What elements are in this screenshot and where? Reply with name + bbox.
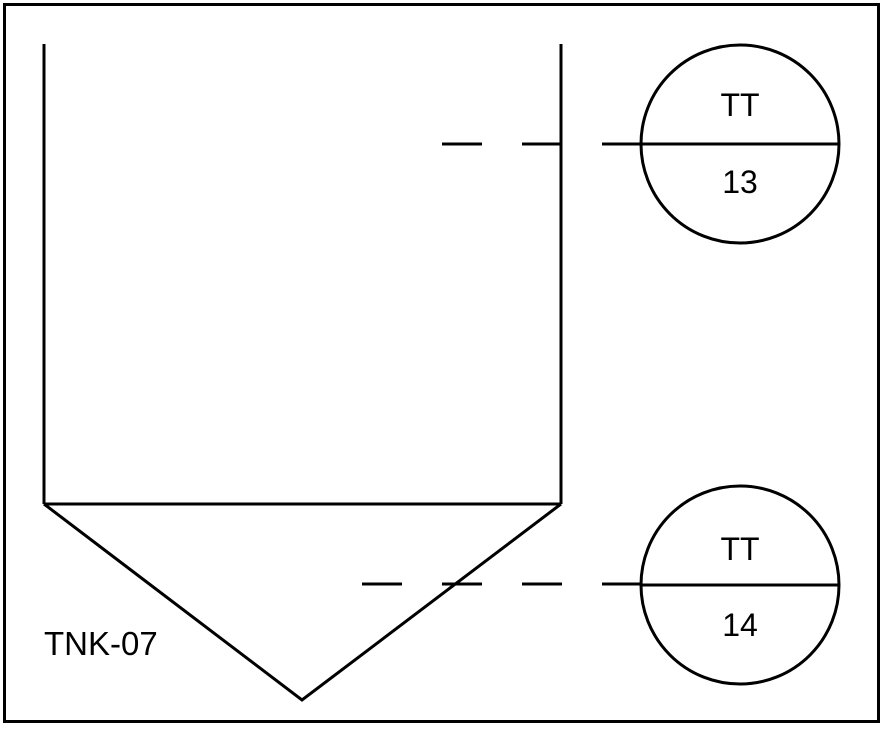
tank-vessel bbox=[42, 44, 563, 702]
instrument-function-label: TT bbox=[720, 531, 759, 567]
tank-cone-bottom bbox=[43, 502, 562, 702]
drawing-frame bbox=[3, 3, 880, 723]
instrument-number-label: 14 bbox=[722, 607, 758, 643]
tank-tag-label: TNK-07 bbox=[44, 625, 158, 662]
instrument-bubble-tt-14[interactable]: TT 14 bbox=[639, 484, 841, 686]
instrument-bubble-tt-13[interactable]: TT 13 bbox=[639, 43, 841, 245]
instrument-function-label: TT bbox=[720, 87, 759, 123]
instrument-number-label: 13 bbox=[722, 164, 758, 200]
